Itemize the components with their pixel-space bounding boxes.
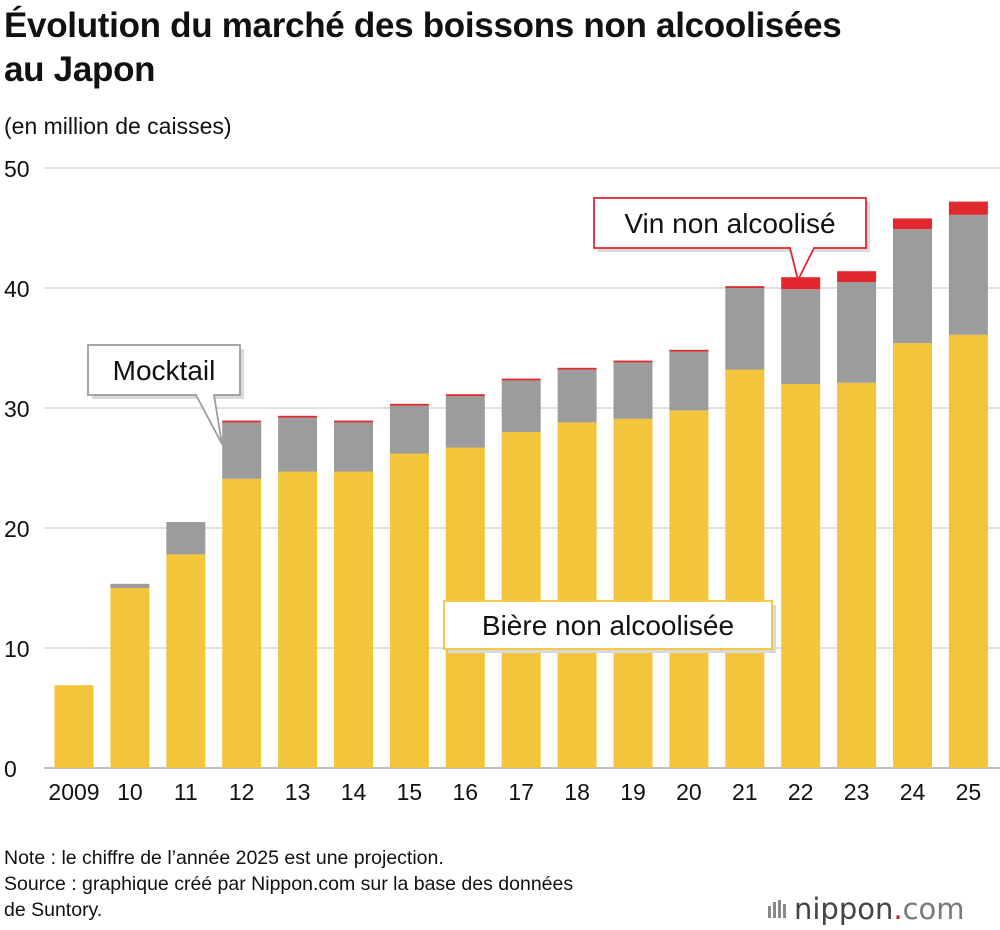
x-tick-label: 16: [453, 779, 479, 805]
source-text-line-1: Source : graphique créé par Nippon.com s…: [4, 873, 574, 895]
label-wine-text: Vin non alcoolisé: [624, 208, 835, 239]
bar-beer-25: [948, 334, 988, 768]
bar-wine-23: [837, 271, 877, 282]
bar-mocktail-16: [445, 396, 485, 448]
bar-mocktail-17: [501, 380, 541, 432]
bar-mocktail-12: [222, 422, 262, 479]
bar-mocktail-15: [389, 405, 429, 454]
bar-beer-15: [389, 453, 429, 768]
bar-beer-17: [501, 432, 541, 768]
y-tick-label: 20: [4, 516, 30, 542]
y-tick-label: 30: [4, 396, 30, 422]
bar-mocktail-22: [781, 289, 821, 384]
bar-beer-2009: [54, 685, 94, 768]
bar-mocktail-25: [948, 214, 988, 335]
x-tick-label: 14: [341, 779, 367, 805]
unit-label: (en million de caisses): [4, 113, 232, 139]
x-tick-label: 24: [900, 779, 926, 805]
bar-wine-13: [278, 415, 318, 418]
bar-wine-16: [445, 394, 485, 396]
source-text-line-2: de Suntory.: [4, 899, 103, 921]
x-tick-label: 2009: [48, 779, 99, 805]
bar-beer-12: [222, 478, 262, 768]
bar-mocktail-11: [166, 522, 206, 555]
x-tick-label: 19: [620, 779, 646, 805]
bar-mocktail-21: [725, 288, 765, 370]
bar-mocktail-13: [278, 417, 318, 472]
bar-mocktail-24: [893, 229, 932, 344]
footer-notes: Note : le chiffre de l’année 2025 est un…: [4, 845, 573, 923]
bar-mocktail-19: [613, 362, 653, 419]
y-tick-label: 50: [4, 156, 30, 182]
title-line-1: Évolution du marché des boissons non alc…: [4, 6, 842, 45]
bar-wine-19: [613, 360, 653, 363]
bar-mocktail-14: [334, 422, 373, 472]
logo-name: nippon: [794, 892, 894, 926]
bar-beer-14: [334, 471, 373, 768]
label-layer: 2009 10 11 12 13 14 15 16 17 18 19 20 21 22 23 24 25 Mock…: [48, 197, 982, 805]
label-beer: Bière non alcoolisée: [443, 600, 776, 653]
label-wine-pointer: [789, 247, 815, 281]
label-beer-text: Bière non alcoolisée: [482, 610, 734, 641]
bar-beer-24: [893, 343, 932, 768]
bar-wine-21: [725, 286, 765, 288]
bar-beer-18: [557, 422, 597, 768]
label-mocktail-box: [87, 344, 241, 396]
bar-beer-22: [781, 384, 821, 768]
bar-wine-15: [389, 403, 429, 406]
bar-beer-20: [669, 410, 709, 768]
x-tick-label: 12: [229, 779, 255, 805]
chart-title: Évolution du marché des boissons non alc…: [4, 4, 994, 92]
label-wine: Vin non alcoolisé: [593, 197, 870, 281]
bar-beer-21: [725, 369, 765, 768]
bar-wine-12: [222, 420, 262, 423]
bar-wine-17: [501, 378, 541, 381]
x-tick-label: 25: [956, 779, 982, 805]
y-tick-label: 40: [4, 276, 30, 302]
x-tick-label: 22: [788, 779, 814, 805]
bar-layer: [54, 201, 988, 768]
x-tick-label: 23: [844, 779, 870, 805]
bar-mocktail-20: [669, 351, 709, 411]
bar-wine-25: [948, 201, 988, 215]
bar-wine-18: [557, 367, 597, 370]
label-beer-box: [443, 600, 773, 650]
x-tick-label: 20: [676, 779, 702, 805]
title-line-2: au Japon: [4, 50, 156, 89]
bar-beer-10: [110, 588, 150, 768]
bar-beer-11: [166, 554, 206, 768]
x-tick-label: 17: [508, 779, 534, 805]
bar-wine-14: [334, 420, 373, 423]
x-tick-label: 21: [732, 779, 758, 805]
x-tick-label: 15: [397, 779, 423, 805]
y-tick-label: 10: [4, 636, 30, 662]
y-tick-label: 0: [4, 756, 17, 782]
x-tick-label: 18: [564, 779, 590, 805]
x-tick-label: 10: [117, 779, 143, 805]
label-mocktail-text: Mocktail: [113, 355, 216, 386]
label-mocktail: Mocktail: [87, 344, 244, 445]
bar-beer-23: [837, 382, 877, 768]
bar-wine-20: [669, 349, 709, 352]
logo-bars-icon: [768, 900, 788, 918]
bar-beer-13: [278, 471, 318, 768]
logo-dot: .: [893, 892, 903, 926]
note-text: Note : le chiffre de l’année 2025 est un…: [4, 847, 444, 869]
nippon-logo: nippon. com: [768, 893, 965, 925]
label-wine-box: [593, 197, 867, 249]
label-mocktail-pointer: [195, 394, 223, 445]
bar-mocktail-23: [837, 282, 877, 383]
x-tick-label: 11: [174, 779, 198, 805]
bar-mocktail-18: [557, 369, 597, 423]
logo-suffix: com: [902, 892, 965, 926]
x-tick-label: 13: [285, 779, 311, 805]
bar-wine-24: [893, 218, 932, 230]
bar-wine-22: [781, 277, 821, 290]
bar-beer-19: [613, 418, 653, 768]
bar-mocktail-10: [110, 583, 150, 588]
